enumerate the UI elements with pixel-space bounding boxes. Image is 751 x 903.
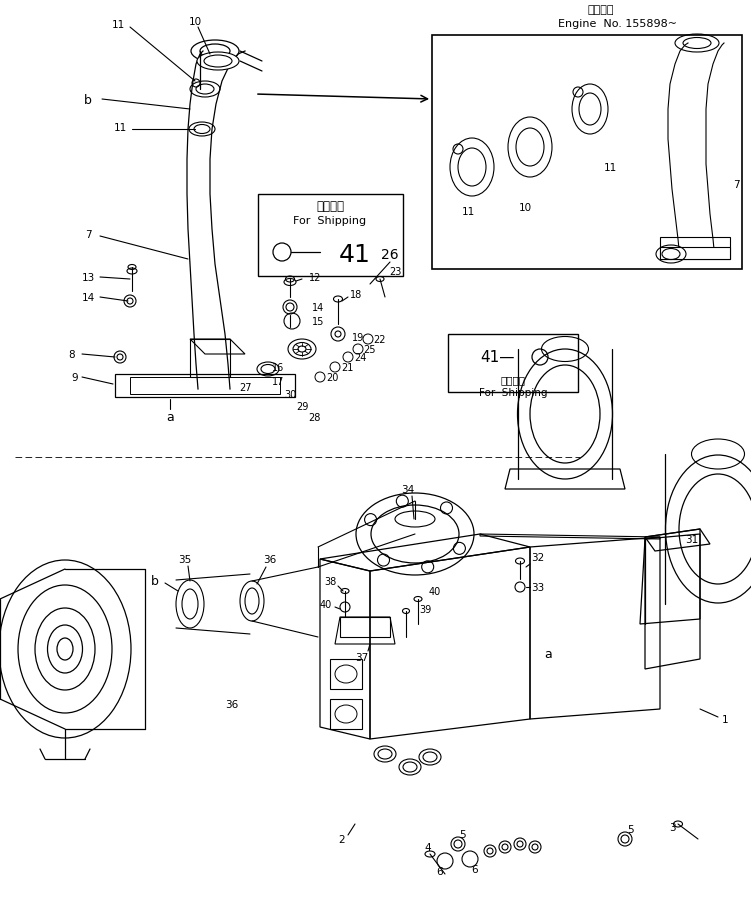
Text: b: b [84,93,92,107]
Text: 11: 11 [461,207,475,217]
Text: 32: 32 [532,553,544,563]
Text: 36: 36 [264,554,276,564]
Text: 1: 1 [722,714,728,724]
Text: a: a [544,647,552,661]
Text: 16: 16 [272,363,284,373]
Text: 運搞部品: 運搞部品 [316,200,344,213]
Text: 33: 33 [532,582,544,592]
Text: 40: 40 [320,600,332,610]
Bar [258,195,403,276]
Text: 28: 28 [308,413,320,423]
Text: 38: 38 [324,576,336,586]
Text: 41—: 41— [480,350,514,365]
Bar [660,237,730,260]
Text: 37: 37 [355,652,369,662]
Bar [448,335,578,393]
Text: 4: 4 [424,842,431,852]
Text: 14: 14 [312,303,324,312]
Text: 7: 7 [85,229,92,239]
Text: 39: 39 [419,604,431,614]
Bar [660,247,730,260]
Ellipse shape [197,53,239,71]
Text: For  Shipping: For Shipping [294,216,366,226]
Text: 18: 18 [350,290,362,300]
Text: 15: 15 [312,317,324,327]
Text: 8: 8 [68,349,75,359]
Text: 17: 17 [272,377,284,386]
Text: 運搞部品: 運搞部品 [500,375,526,385]
Text: 35: 35 [179,554,192,564]
Text: 20: 20 [326,373,338,383]
Text: 26: 26 [382,247,399,262]
Text: 12: 12 [309,273,321,283]
Text: 5: 5 [459,829,466,839]
Text: 3: 3 [668,822,675,832]
Bar [330,659,362,689]
Text: 11: 11 [111,20,125,30]
Text: 6: 6 [436,866,443,876]
Text: 40: 40 [429,586,441,596]
Bar [432,36,742,270]
Text: 22: 22 [374,335,386,345]
Text: 24: 24 [354,352,366,363]
Text: For  Shipping: For Shipping [478,387,547,397]
Text: b: b [151,575,159,588]
Text: 適用号機: 適用号機 [587,5,614,15]
Text: 41: 41 [339,243,371,266]
Text: 30: 30 [284,389,296,399]
Text: 21: 21 [341,363,353,373]
Text: 10: 10 [189,17,201,27]
Text: 19: 19 [352,332,364,342]
Text: 13: 13 [81,273,95,283]
Text: 2: 2 [339,834,345,844]
Text: 10: 10 [518,203,532,213]
Text: a: a [166,411,174,424]
Text: 31: 31 [686,535,698,545]
Text: 5: 5 [626,824,633,834]
Text: 11: 11 [603,163,617,172]
Text: 9: 9 [71,373,78,383]
Text: 23: 23 [389,266,401,276]
Text: Engine  No. 155898~: Engine No. 155898~ [558,19,677,29]
Bar [330,699,362,730]
Text: 7: 7 [733,180,739,190]
Text: 25: 25 [363,345,376,355]
Text: 11: 11 [113,123,127,133]
Text: 29: 29 [296,402,308,412]
Text: 36: 36 [225,699,239,709]
Text: 34: 34 [401,485,415,495]
Text: 6: 6 [472,864,478,874]
Text: 27: 27 [239,383,252,393]
Text: 14: 14 [81,293,95,303]
